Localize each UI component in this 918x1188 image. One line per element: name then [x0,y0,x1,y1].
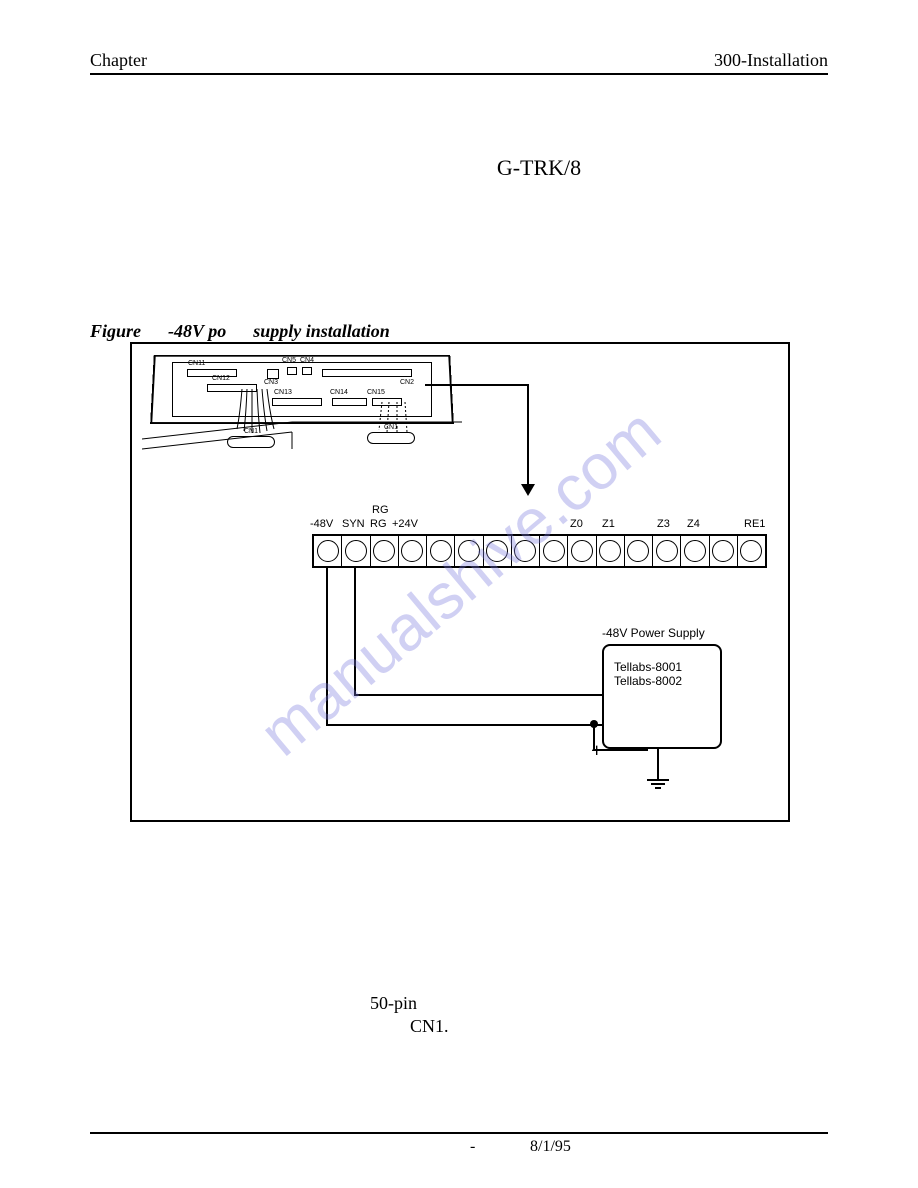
figure-caption: Figure -48V po supply installation [90,321,828,342]
wire [354,694,602,696]
label-neg48v: -48V [310,518,333,530]
page-header: Chapter 300-Installation [90,50,828,75]
page-footer: - 8/1/95 [90,1132,828,1138]
arrow-hline [425,384,529,386]
label-z4: Z4 [687,518,700,530]
label-z1: Z1 [602,518,615,530]
body-line1: 50-pin [370,992,828,1015]
label-p24v: +24V [392,518,418,530]
header-right: 300-Installation [714,50,828,71]
ps-line1: Tellabs-8001 [614,660,714,674]
body-line2: CN1. [410,1015,828,1038]
footer-dash: - [470,1138,475,1156]
wire [354,568,356,694]
header-left: Chapter [90,50,147,71]
device-sketch: CN11 CN12 CN13 CN14 CN15 CN3 CN5 CN4 CN2… [152,354,452,464]
figure-prefix: Figure [90,321,141,341]
figure-suffix: supply installation [253,321,390,341]
arrow-line [527,384,529,489]
label-z0: Z0 [570,518,583,530]
label-rg-top: RG [372,504,389,516]
label-rg: RG [370,518,387,530]
terminal-strip [312,534,767,568]
arrow-head-icon [521,484,535,496]
figure-mid: -48V po [168,321,226,341]
ps-title: -48V Power Supply [602,626,705,640]
ground-icon [647,749,669,789]
terminal-labels: -48V RG SYN RG +24V Z0 Z1 Z3 Z4 RE1 [312,504,767,532]
power-supply-box: Tellabs-8001 Tellabs-8002 [602,644,722,749]
diagram-frame: manualshive.com CN11 CN12 CN13 CN14 CN15… [130,342,790,822]
label-syn: SYN [342,518,365,530]
footer-date: 8/1/95 [530,1138,571,1156]
body-text: 50-pin CN1. [370,992,828,1039]
ps-line2: Tellabs-8002 [614,674,714,688]
section-title: G-TRK/8 [250,155,828,181]
device-base [142,354,462,474]
wire [326,724,594,726]
label-z3: Z3 [657,518,670,530]
label-re1: RE1 [744,518,765,530]
plus-symbol: + [591,740,602,763]
wire [326,568,328,724]
